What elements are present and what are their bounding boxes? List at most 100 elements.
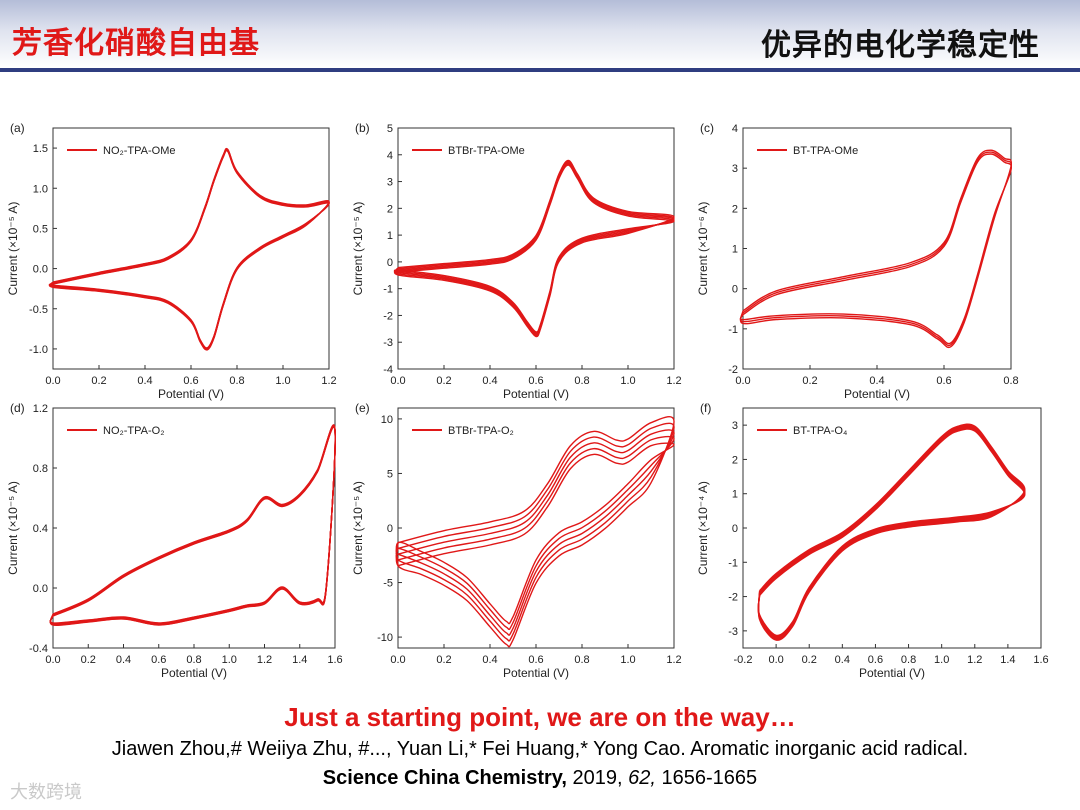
legend-label: NO₂-TPA-O₂: [103, 425, 165, 437]
x-tick-label: 0.4: [137, 375, 152, 387]
cv-curve: [49, 425, 336, 625]
y-tick-label: -0.5: [29, 304, 48, 316]
cv-curve: [739, 149, 1013, 349]
cv-curve: [757, 423, 1026, 641]
panel-label: (a): [10, 121, 25, 135]
y-tick-label: 1: [732, 489, 738, 501]
citation-year: 2019,: [572, 767, 623, 789]
y-tick-label: 0: [732, 523, 738, 535]
x-axis-label: Potential (V): [503, 387, 569, 401]
x-axis-label: Potential (V): [503, 666, 569, 680]
cv-curve: [395, 442, 675, 625]
chart-panel-2: 0.0 0.2 0.4 0.6 0.8 1.0 1.2 -4 -3 -2 -1 0 1 2 3 4 5 Poten…: [351, 121, 682, 401]
x-tick-label: 0.0: [735, 375, 750, 387]
chart-panel-5: 0.0 0.2 0.4 0.6 0.8 1.0 1.2 -10 -5 0 5 10 Potential …: [351, 401, 682, 680]
cv-curve: [393, 163, 675, 334]
panel-label: (c): [700, 121, 714, 135]
y-tick-label: 0.4: [33, 523, 48, 535]
y-tick-label: 5: [387, 123, 393, 135]
y-tick-label: 3: [732, 163, 738, 175]
cv-curve: [757, 427, 1026, 638]
x-tick-label: -0.2: [734, 654, 753, 666]
cv-curve: [393, 159, 675, 338]
y-axis-label: Current (×10⁻⁶ A): [696, 202, 710, 296]
x-tick-label: 0.4: [482, 375, 497, 387]
chart-panel-4: 0.0 0.2 0.4 0.6 0.8 1.0 1.2 1.4 1.6-0.40.00.40.8…: [6, 401, 343, 680]
x-tick-label: 0.6: [936, 375, 951, 387]
x-tick-label: 0.0: [390, 654, 405, 666]
chart-panel-6: -0.2 0.0 0.2 0.4 0.6 0.8 1.0 1.2 1.4 1.6 -3 -2 -1 0 1 2…: [696, 401, 1049, 680]
x-tick-label: 0.6: [528, 654, 543, 666]
y-tick-label: 2: [387, 203, 393, 215]
legend-label: BTBr-TPA-O₂: [448, 425, 514, 437]
x-tick-label: 0.6: [151, 654, 166, 666]
x-tick-label: 0.6: [868, 654, 883, 666]
x-tick-label: 1.2: [666, 375, 681, 387]
plot-frame: [52, 127, 330, 370]
y-tick-label: -1: [383, 284, 393, 296]
x-tick-label: 1.2: [666, 654, 681, 666]
y-tick-label: 4: [732, 123, 738, 135]
y-axis-label: Current (×10⁻⁵ A): [351, 202, 365, 296]
y-tick-label: 1.2: [33, 403, 48, 415]
y-tick-label: -4: [383, 364, 393, 376]
y-axis-label: Current (×10⁻⁵ A): [6, 481, 20, 575]
cv-curve: [393, 161, 675, 337]
y-tick-label: 1: [732, 244, 738, 256]
x-tick-label: 0.6: [183, 375, 198, 387]
x-tick-label: 1.6: [327, 654, 342, 666]
citation: Science China Chemistry, 2019, 62, 1656-…: [0, 767, 1080, 790]
x-tick-label: 1.2: [257, 654, 272, 666]
x-axis-label: Potential (V): [158, 387, 224, 401]
y-tick-label: 5: [387, 468, 393, 480]
x-tick-label: 0.2: [91, 375, 106, 387]
y-tick-label: 0: [387, 257, 393, 269]
plot-frame: [742, 127, 1012, 370]
y-tick-label: -1.0: [29, 344, 48, 356]
y-tick-label: 4: [387, 150, 393, 162]
x-tick-label: 1.4: [292, 654, 307, 666]
x-tick-label: 1.2: [967, 654, 982, 666]
x-tick-label: 0.8: [901, 654, 916, 666]
y-tick-label: -5: [383, 578, 393, 590]
y-tick-label: 1.0: [33, 183, 48, 195]
cv-figure: 0.0 0.2 0.4 0.6 0.8 1.0 1.2 -1.0 -0.5 0.0 0.5 1.0 1.…: [6, 121, 1049, 680]
y-tick-label: 0: [387, 523, 393, 535]
y-tick-label: 0.0: [33, 264, 48, 276]
y-tick-label: -0.4: [29, 643, 48, 655]
x-tick-label: 0.0: [45, 654, 60, 666]
cv-curve: [393, 164, 675, 333]
y-tick-label: 3: [732, 420, 738, 432]
watermark: 大数跨境: [10, 782, 82, 803]
y-axis-label: Current (×10⁻⁵ A): [351, 481, 365, 575]
x-tick-label: 0.6: [528, 375, 543, 387]
y-tick-label: -1: [728, 557, 738, 569]
x-tick-label: 1.0: [934, 654, 949, 666]
legend-label: BT-TPA-OMe: [793, 145, 858, 157]
plot-frame: [397, 407, 675, 649]
cv-curve: [48, 147, 330, 351]
tagline: Just a starting point, we are on the way…: [284, 702, 796, 732]
x-tick-label: 0.8: [186, 654, 201, 666]
x-tick-label: 1.0: [620, 375, 635, 387]
x-tick-label: 0.2: [802, 375, 817, 387]
y-tick-label: -1: [728, 324, 738, 336]
slide-title: 芳香化硝酸自由基: [12, 26, 260, 61]
x-tick-label: 0.8: [1003, 375, 1018, 387]
x-tick-label: 0.2: [436, 375, 451, 387]
x-tick-label: 0.0: [390, 375, 405, 387]
x-tick-label: 1.0: [275, 375, 290, 387]
y-tick-label: -2: [383, 310, 393, 322]
chart-panel-3: 0.0 0.2 0.4 0.6 0.8 -2 -1 0 1 2 3 4 Potential (V) Cur…: [696, 121, 1019, 401]
x-tick-label: 1.0: [222, 654, 237, 666]
cv-curve: [739, 153, 1013, 345]
y-tick-label: 1: [387, 230, 393, 242]
y-tick-label: 10: [381, 414, 393, 426]
x-tick-label: 0.8: [574, 654, 589, 666]
y-tick-label: -2: [728, 592, 738, 604]
chart-panel-1: 0.0 0.2 0.4 0.6 0.8 1.0 1.2 -1.0 -0.5 0.0 0.5 1.0 1.…: [6, 121, 337, 401]
x-tick-label: 0.8: [574, 375, 589, 387]
plot-frame: [52, 407, 336, 649]
y-tick-label: 2: [732, 454, 738, 466]
x-tick-label: 0.4: [869, 375, 884, 387]
